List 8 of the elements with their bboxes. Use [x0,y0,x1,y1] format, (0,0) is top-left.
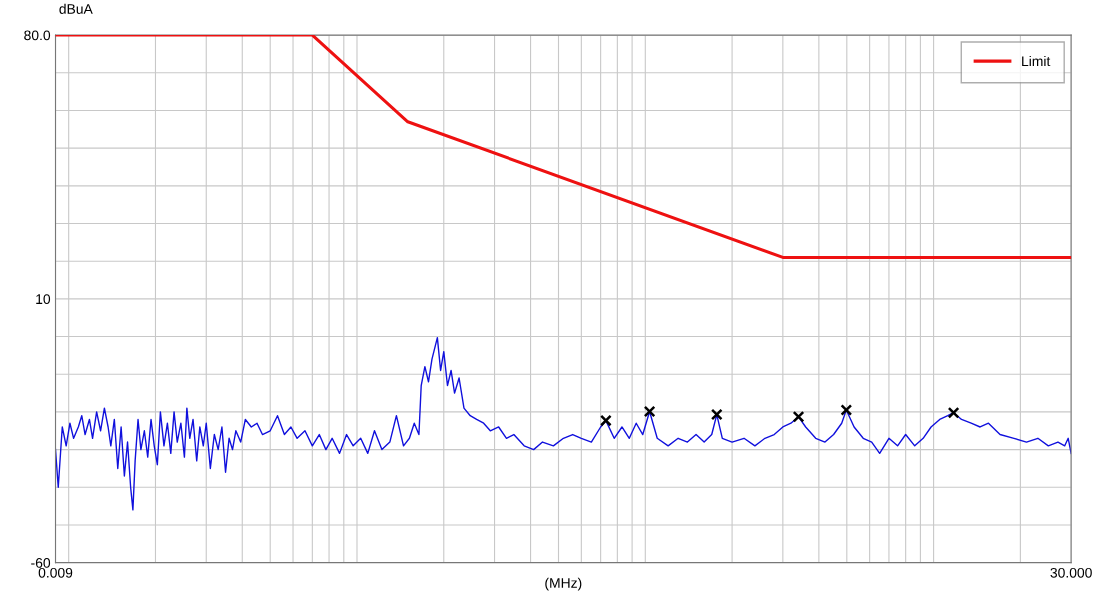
x-tick-label: 30.000 [1050,567,1092,578]
y-tick-label: 80.0 [24,30,51,41]
y-tick-label: 10 [36,294,51,305]
x-axis-title: (MHz) [545,577,582,591]
legend-label: Limit [1022,55,1051,67]
y-axis-title: dBuA [59,3,93,14]
x-tick-label: 0.009 [38,567,73,578]
y-tick-label: -60 [31,557,51,568]
